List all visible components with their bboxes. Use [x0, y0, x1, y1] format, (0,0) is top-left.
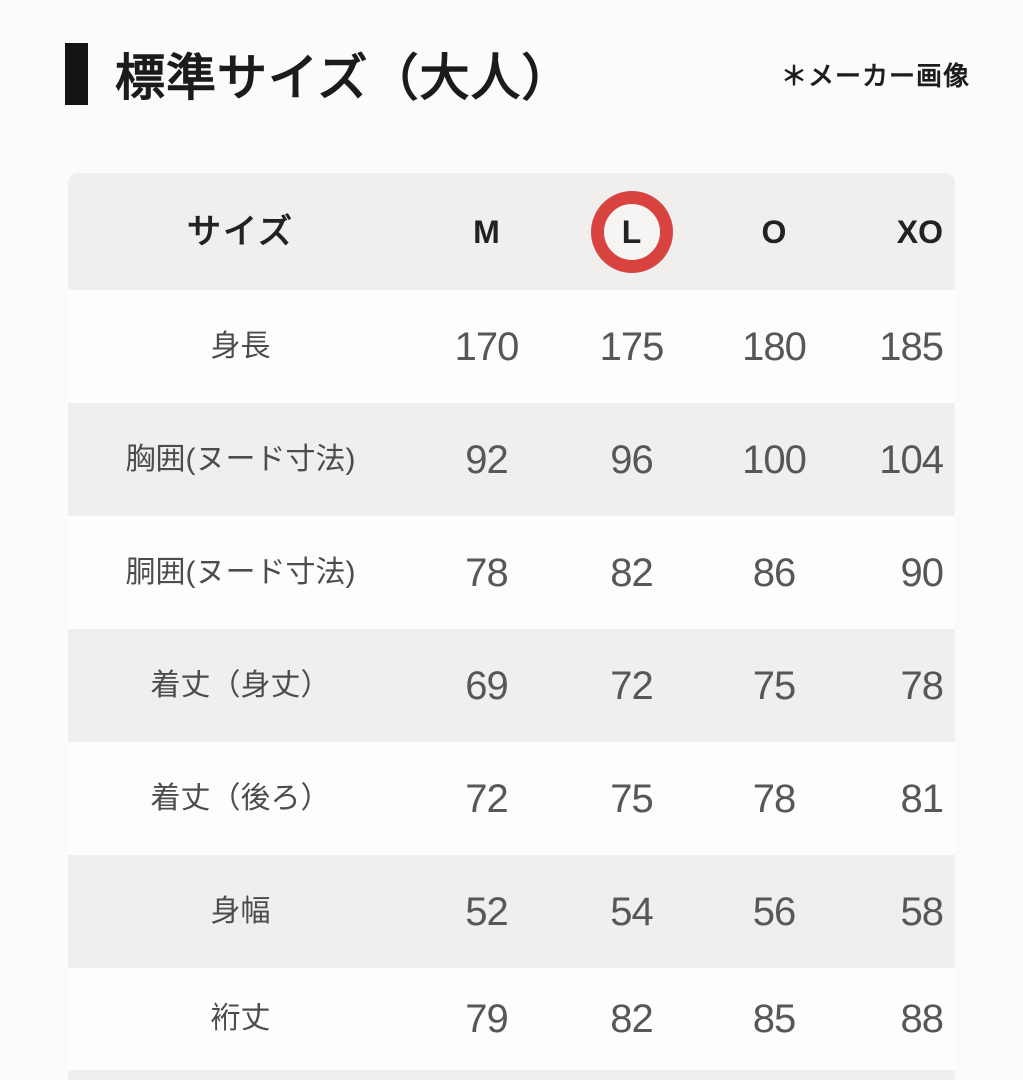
- cell-value: 72: [465, 776, 509, 821]
- cell-value: 78: [465, 550, 509, 595]
- cell-value: 88: [900, 997, 945, 1041]
- cell-value: 175: [599, 324, 665, 369]
- table-row-sleeve-length: 裄丈 79 82 85 88: [68, 968, 955, 1070]
- cell-value: 86: [752, 550, 797, 595]
- cell-value: 78: [900, 663, 945, 708]
- section-header: 標準サイズ（大人） ＊メーカー画像: [65, 42, 970, 106]
- cell-value: 75: [610, 776, 654, 821]
- header-size-xo: XO: [896, 213, 943, 250]
- cell-value: 56: [752, 889, 797, 934]
- cell-value: 82: [610, 550, 654, 595]
- header-size-l: L: [560, 190, 703, 273]
- row-label: 身長: [210, 329, 271, 363]
- row-label: 着丈（身丈）: [150, 668, 331, 702]
- cell-value: 79: [465, 997, 509, 1041]
- cell-value: 52: [465, 889, 509, 934]
- cell-value: 92: [465, 437, 509, 482]
- table-row-chest: 胸囲(ヌード寸法) 92 96 100 104: [68, 403, 955, 516]
- maker-image-note: ＊メーカー画像: [780, 60, 970, 91]
- size-chart-table: サイズ M L O XO 身長 170 175 180 185 胸囲(ヌード寸法…: [68, 173, 955, 1080]
- cell-value: 58: [900, 889, 945, 934]
- cell-value: 85: [752, 997, 797, 1041]
- cell-value: 69: [465, 663, 509, 708]
- cell-value: 185: [879, 324, 944, 369]
- cell-value: 100: [742, 437, 807, 482]
- table-row-length-front: 着丈（身丈） 69 72 75 78: [68, 629, 955, 742]
- cell-value: 75: [752, 663, 797, 708]
- row-label: 胸囲(ヌード寸法): [125, 442, 356, 476]
- header-size-label: サイズ: [187, 212, 294, 251]
- row-label: 裄丈: [210, 1002, 271, 1035]
- table-row-length-back: 着丈（後ろ） 72 75 78 81: [68, 742, 955, 855]
- table-row-body-width: 身幅 52 54 56 58: [68, 855, 955, 968]
- cell-value: 82: [610, 997, 654, 1041]
- table-header-row: サイズ M L O XO: [68, 173, 955, 290]
- row-label: 着丈（後ろ）: [150, 781, 331, 815]
- next-row-peek: [68, 1070, 955, 1080]
- header-size-o: O: [761, 213, 787, 250]
- header-size-m: M: [473, 213, 500, 250]
- cell-value: 90: [900, 550, 945, 595]
- cell-value: 104: [879, 437, 944, 482]
- cell-value: 180: [742, 324, 807, 369]
- black-vertical-bar-icon: [65, 43, 88, 105]
- cell-value: 81: [900, 776, 945, 821]
- cell-value: 78: [752, 776, 797, 821]
- page-title: 標準サイズ（大人）: [115, 50, 573, 106]
- header-size-l-label: L: [621, 213, 642, 250]
- row-label: 胴囲(ヌード寸法): [125, 555, 356, 589]
- table-row-waist: 胴囲(ヌード寸法) 78 82 86 90: [68, 516, 955, 629]
- cell-value: 170: [454, 324, 520, 369]
- cell-value: 96: [610, 437, 654, 482]
- cell-value: 72: [610, 663, 654, 708]
- cell-value: 54: [610, 889, 654, 934]
- row-label: 身幅: [210, 894, 271, 928]
- table-row-height: 身長 170 175 180 185: [68, 290, 955, 403]
